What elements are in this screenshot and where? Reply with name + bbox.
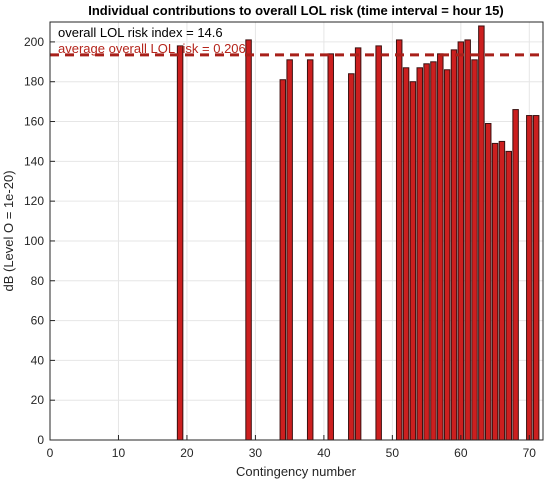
risk-index-annotation: overall LOL risk index = 14.6 — [58, 25, 223, 40]
y-tick-label: 100 — [24, 234, 44, 248]
bar-contingency-57 — [437, 53, 444, 441]
plot-frame — [49, 21, 544, 441]
x-tick-label: 60 — [454, 446, 468, 460]
bar-contingency-55 — [423, 63, 430, 441]
bar-contingency-52 — [402, 67, 410, 441]
y-axis-ticks: 0 20 40 60 80 100 120 140 160 180 200 — [24, 35, 55, 447]
x-tick-label: 70 — [523, 446, 537, 460]
bar-contingency-71 — [532, 115, 540, 441]
y-tick-label: 180 — [24, 75, 44, 89]
bar-contingency-34 — [279, 79, 287, 441]
y-tick-label: 160 — [24, 115, 44, 129]
bar-contingency-44 — [348, 73, 355, 441]
bar-contingency-19 — [176, 45, 184, 441]
bar-contingency-54 — [416, 67, 423, 441]
bar-contingency-41 — [327, 53, 334, 441]
x-axis-label: Contingency number — [236, 464, 357, 479]
bar-contingency-48 — [375, 45, 382, 441]
bar-contingency-67 — [505, 150, 513, 441]
x-axis-ticks: 0 10 20 30 40 50 60 70 — [47, 435, 537, 460]
bars — [176, 25, 540, 441]
x-tick-label: 0 — [47, 446, 54, 460]
chart-title: Individual contributions to overall LOL … — [88, 3, 503, 18]
bar-contingency-45 — [354, 47, 362, 441]
bar-contingency-62 — [471, 59, 478, 441]
bar-contingency-29 — [245, 39, 252, 441]
x-tick-label: 50 — [386, 446, 400, 460]
bar-contingency-38 — [306, 59, 314, 441]
bar-contingency-51 — [395, 39, 403, 441]
bar-contingency-64 — [484, 123, 492, 441]
y-tick-label: 140 — [24, 154, 44, 168]
bar-contingency-60 — [457, 41, 465, 441]
y-tick-label: 200 — [24, 35, 44, 49]
y-tick-label: 0 — [37, 433, 44, 447]
y-tick-label: 20 — [31, 393, 45, 407]
x-tick-label: 30 — [249, 446, 263, 460]
bar-contingency-65 — [491, 142, 499, 441]
bar-contingency-61 — [464, 39, 471, 441]
y-tick-label: 60 — [31, 314, 45, 328]
bar-contingency-59 — [450, 49, 458, 441]
bar-contingency-68 — [512, 109, 519, 441]
bar-contingency-70 — [526, 115, 533, 441]
y-tick-label: 120 — [24, 194, 44, 208]
bar-contingency-56 — [430, 61, 437, 441]
bar-contingency-58 — [443, 69, 451, 441]
bar-contingency-53 — [409, 81, 417, 441]
x-tick-label: 10 — [112, 446, 126, 460]
y-tick-label: 40 — [31, 353, 45, 367]
average-risk-annotation: average overall LOL risk = 0.206 — [58, 41, 246, 56]
bar-contingency-35 — [286, 59, 293, 441]
y-axis-label: dB (Level O = 1e-20) — [1, 170, 16, 291]
x-tick-label: 40 — [317, 446, 331, 460]
x-tick-label: 20 — [180, 446, 194, 460]
y-tick-label: 80 — [31, 274, 45, 288]
bar-contingency-66 — [498, 140, 506, 441]
bar-contingency-63 — [478, 25, 485, 441]
